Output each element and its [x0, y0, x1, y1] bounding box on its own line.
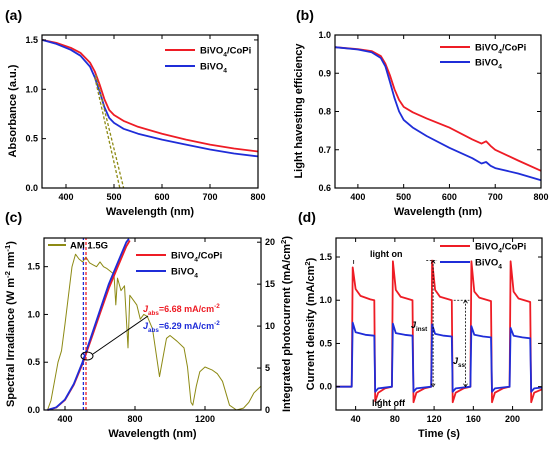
- panel-4: (d) 40 80 120 160 200 0.0 0.5 1.0 1.5 Time (s) Curr…: [298, 209, 543, 440]
- series-line: [47, 240, 131, 411]
- pointer-line: [92, 315, 149, 355]
- y-tick-label: 1.0: [318, 30, 331, 40]
- y-axis-label: Light havesting efficiency: [293, 43, 305, 179]
- x-tick-label: 40: [351, 414, 361, 424]
- panel-3: (c) 400 800 1200 0.0 0.5 1.0 1.5 0 5 10 15 20 Wavelen…: [3, 209, 293, 440]
- annotation-label: Jss: [453, 356, 466, 369]
- x-axis-label: Wavelength (nm): [108, 428, 197, 440]
- y-tick-label: 0.0: [27, 405, 40, 415]
- y-tick-label: 1.0: [27, 309, 40, 319]
- x-axis-label: Wavelength (nm): [106, 206, 195, 218]
- legend-label: BiVO4: [475, 58, 502, 71]
- y-tick-label: 0.0: [319, 382, 332, 392]
- x-tick-label: 600: [154, 192, 169, 202]
- x-tick-label: 700: [488, 192, 503, 202]
- panel-label: (d): [298, 209, 316, 225]
- arrow-head: [463, 383, 468, 388]
- x-tick-label: 120: [427, 414, 442, 424]
- y-tick-label: 1.0: [319, 295, 332, 305]
- y-tick-label: 0.5: [25, 134, 38, 144]
- y2-tick-label: 20: [265, 237, 275, 247]
- y-axis-label: Current density (mA/cm2): [303, 257, 317, 390]
- y-tick-label: 0.5: [27, 357, 40, 367]
- panel-1: (a) 400 500 600 700 800 0.0 0.5 1.0 1.5 Wavelength…: [5, 7, 266, 218]
- y-tick-label: 1.0: [25, 84, 38, 94]
- y2-tick-label: 0: [265, 405, 270, 415]
- annotation-label: light off: [372, 398, 406, 408]
- plot-frame: [334, 34, 542, 189]
- x-tick-label: 800: [250, 192, 265, 202]
- x-tick-label: 800: [127, 414, 142, 424]
- x-tick-label: 800: [533, 192, 548, 202]
- y-tick-label: 0.5: [319, 338, 332, 348]
- series-line: [95, 74, 125, 189]
- series-line: [334, 46, 542, 172]
- y-tick-label: 1.5: [319, 252, 332, 262]
- y2-tick-label: 5: [265, 363, 270, 373]
- y2-axis-label: Integrated photocurrent (mA/cm2): [279, 236, 293, 412]
- legend-label: BiVO4: [475, 258, 502, 271]
- y-tick-label: 0.9: [318, 68, 331, 78]
- x-axis-label: Wavelength (nm): [394, 206, 483, 218]
- y-tick-label: 1.5: [25, 35, 38, 45]
- y2-tick-label: 15: [265, 279, 275, 289]
- x-tick-label: 500: [396, 192, 411, 202]
- panel-2: (b) 400 500 600 700 800 0.6 0.7 0.8 0.9 1.0 Wavelen…: [293, 7, 549, 218]
- x-tick-label: 80: [390, 414, 400, 424]
- arrow-head: [430, 383, 436, 388]
- y-tick-label: 0.0: [25, 183, 38, 193]
- panel-label: (a): [5, 7, 22, 23]
- annotation-label: Jinst: [411, 320, 428, 333]
- y-tick-label: 0.7: [318, 145, 331, 155]
- series-line: [41, 39, 259, 153]
- series-line: [334, 46, 542, 182]
- pointer-line: [375, 398, 382, 404]
- series-line: [94, 77, 121, 189]
- x-tick-label: 400: [58, 192, 73, 202]
- y-tick-label: 0.6: [318, 183, 331, 193]
- highlight-oval: [80, 351, 94, 361]
- annotation-label: Jabs=6.68 mA/cm-2: [143, 303, 220, 317]
- series-line: [47, 238, 130, 411]
- plot-frame: [41, 34, 259, 189]
- annotation-label: Jabs=6.29 mA/cm-2: [143, 320, 220, 334]
- legend-label: BiVO4/CoPi: [200, 46, 251, 59]
- legend-label: BiVO4/CoPi: [475, 242, 526, 255]
- series-line: [41, 39, 259, 158]
- x-tick-label: 700: [202, 192, 217, 202]
- plot-frame: [43, 237, 262, 411]
- x-axis-label: Time (s): [418, 428, 460, 440]
- panel-label: (b): [296, 7, 314, 23]
- y2-tick-label: 10: [265, 321, 275, 331]
- legend-label: BiVO4: [200, 62, 227, 75]
- x-tick-label: 160: [466, 414, 481, 424]
- plot-frame: [335, 237, 543, 411]
- y-axis-label: Absorbance (a.u.): [7, 64, 19, 157]
- x-tick-label: 500: [106, 192, 121, 202]
- y-tick-label: 1.5: [27, 262, 40, 272]
- x-tick-label: 400: [57, 414, 72, 424]
- y-tick-label: 0.8: [318, 107, 331, 117]
- annotation-label: light on: [370, 249, 403, 259]
- legend-label: AM 1.5G: [70, 241, 108, 252]
- panel-label: (c): [5, 209, 22, 225]
- x-tick-label: 400: [350, 192, 365, 202]
- x-tick-label: 600: [442, 192, 457, 202]
- series-line: [336, 321, 543, 393]
- x-tick-label: 1200: [195, 414, 215, 424]
- x-tick-label: 200: [505, 414, 520, 424]
- y-axis-label: Spectral Irradiance (W m-2 nm-1): [3, 241, 17, 407]
- legend-label: BiVO4/CoPi: [475, 43, 526, 56]
- legend-label: BiVO4/CoPi: [171, 251, 222, 264]
- arrow-head: [430, 259, 436, 264]
- series-line: [44, 253, 262, 411]
- legend-label: BiVO4: [171, 267, 198, 280]
